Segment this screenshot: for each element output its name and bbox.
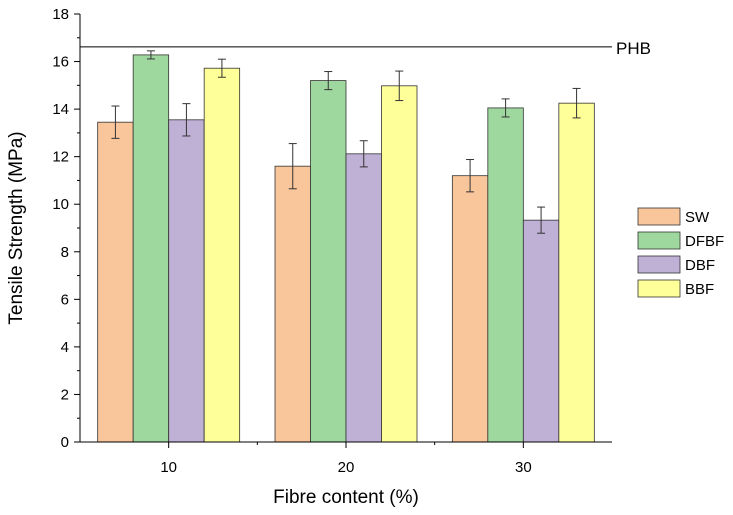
- x-tick-label: 20: [338, 459, 355, 476]
- bar-bbf: [203, 67, 241, 443]
- bar-sw: [451, 175, 489, 443]
- bar-dfbf: [132, 54, 170, 443]
- legend-swatch-dfbf: [637, 231, 681, 250]
- y-tick-label: 2: [61, 386, 69, 403]
- y-axis-title: Tensile Strength (MPa): [6, 131, 27, 324]
- bar-dfbf: [310, 80, 347, 443]
- bar-dbf: [522, 219, 560, 443]
- x-tick-label: 10: [160, 459, 177, 476]
- y-tick-label: 6: [61, 291, 69, 308]
- y-tick-label: 0: [61, 434, 69, 451]
- bar-sw: [97, 121, 134, 443]
- legend-label-sw: SW: [685, 209, 710, 226]
- legend-swatch-sw: [637, 207, 681, 226]
- bar-bbf: [558, 102, 595, 443]
- legend-label-bbf: BBF: [685, 281, 714, 298]
- y-tick-label: 10: [52, 196, 69, 213]
- y-tick-label: 4: [61, 339, 69, 356]
- legend-swatch-bbf: [637, 279, 681, 298]
- y-tick-label: 16: [52, 54, 69, 71]
- phb-reference-label: PHB: [616, 39, 651, 58]
- bar-bbf: [381, 85, 418, 443]
- legend-label-dbf: DBF: [685, 257, 715, 274]
- x-axis-title: Fibre content (%): [273, 487, 419, 508]
- bar-dfbf: [487, 107, 524, 443]
- bar-dbf: [345, 153, 382, 443]
- y-tick-label: 12: [52, 149, 69, 166]
- legend-label-dfbf: DFBF: [685, 233, 724, 250]
- y-tick-label: 8: [61, 244, 69, 261]
- y-tick-label: 14: [52, 101, 69, 118]
- x-tick-label: 30: [515, 459, 532, 476]
- bar-sw: [274, 165, 311, 443]
- legend: SW DFBF DBF BBF: [637, 207, 724, 298]
- y-tick-label: 18: [52, 6, 69, 23]
- legend-swatch-dbf: [637, 255, 681, 274]
- bar-dbf: [168, 119, 205, 443]
